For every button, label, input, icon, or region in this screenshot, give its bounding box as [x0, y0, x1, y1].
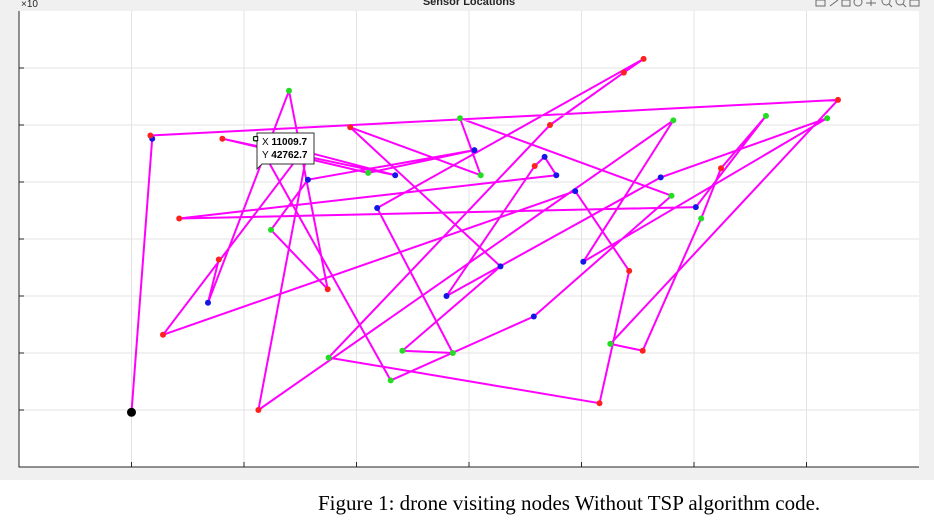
datatip-icon[interactable] [841, 0, 851, 7]
home-icon[interactable] [909, 0, 920, 7]
sensor-node-marker-red [176, 215, 183, 222]
sensor-node-marker-blue [205, 299, 211, 306]
sensor-node-marker-red [324, 286, 331, 293]
axes-toolbar [815, 0, 920, 8]
datatip-x-label: X [262, 137, 269, 148]
sensor-node-marker-green [763, 112, 769, 119]
sensor-node-marker-red [835, 96, 841, 103]
rotate-icon[interactable] [853, 0, 863, 7]
sensor-node-marker-red [596, 400, 603, 407]
sensor-node-marker-red [219, 135, 226, 142]
sensor-node-marker-green [399, 347, 406, 354]
sensor-node-marker-red [626, 267, 633, 274]
sensor-node-marker-blue [530, 313, 537, 320]
datatip-y-value: 42762.7 [271, 150, 308, 161]
ticks [19, 67, 807, 467]
sensor-node-marker-blue [657, 174, 664, 181]
zoom-in-icon[interactable] [881, 0, 893, 8]
export-icon[interactable] [815, 0, 826, 7]
datatip-y-label: Y [262, 150, 269, 161]
datatip-box [256, 132, 315, 171]
sensor-node-marker-blue [443, 293, 450, 299]
datatip-x-value: 11009.7 [271, 137, 307, 148]
axis-exponent-label: ×10 [21, 0, 38, 10]
sensor-node-marker-blue [471, 147, 478, 154]
sensor-node-marker-blue [497, 263, 504, 270]
sensor-node-marker-blue [580, 258, 587, 265]
sensor-node-marker-green [325, 354, 332, 361]
sensor-node-marker-green [670, 117, 677, 124]
sensor-node-marker-green [449, 350, 456, 356]
datatip-anchor-marker [253, 136, 259, 142]
sensor-node-marker-green [387, 377, 394, 384]
sensor-node-marker-green [824, 115, 831, 122]
sensor-node-marker-green [607, 340, 614, 347]
datatip[interactable]: X 11009.7 Y 42762.7 [253, 132, 315, 171]
start-node-marker [127, 407, 136, 417]
sensor-node-marker-green [477, 172, 484, 179]
sensor-node-marker-blue [392, 172, 399, 179]
sensor-node-marker-red [640, 55, 647, 62]
sensor-node-marker-green [698, 215, 705, 222]
sensor-node-marker-red [160, 331, 166, 338]
datatip-y-row: Y 42762.7 [262, 150, 308, 161]
brush-icon[interactable] [829, 0, 839, 7]
sensor-node-marker-green [286, 87, 292, 94]
zoom-out-icon[interactable] [895, 0, 907, 8]
sensor-node-marker-blue [553, 172, 560, 179]
axis-box [18, 11, 919, 468]
sensor-node-marker-red [718, 165, 724, 172]
datatip-x-row: X 11009.7 [262, 137, 307, 148]
figure-caption: Figure 1: drone visiting nodes Without T… [318, 491, 821, 515]
chart-title: Sensor Locations [423, 0, 515, 8]
sensor-node-marker-blue [572, 188, 579, 195]
grid [19, 11, 919, 467]
sensor-node-marker-blue [541, 153, 548, 160]
sensor-node-marker-red [547, 122, 553, 128]
sensor-node-marker-red [255, 407, 262, 413]
sensor-node-marker-green [268, 226, 274, 233]
sensor-node-marker-blue [304, 176, 311, 183]
sensor-node-marker-blue [374, 205, 381, 211]
sensor-node-marker-blue [692, 204, 699, 211]
sensor-node-marker-red [620, 69, 627, 76]
sensor-node-marker-red [215, 256, 222, 263]
sensor-node-marker-red [147, 132, 154, 139]
sensor-node-marker-green [668, 192, 675, 199]
sensor-node-marker-red [347, 124, 354, 131]
sensor-node-marker-green [457, 115, 463, 122]
sensor-node-marker-red [531, 163, 538, 169]
sensor-node-marker-red [639, 347, 646, 354]
pan-icon[interactable] [866, 0, 876, 6]
drone-path [130, 57, 839, 413]
sensor-nodes [127, 55, 841, 417]
axes [18, 11, 919, 468]
sensor-locations-chart: Sensor Locations ×10 X 11009.7 Y 42762.7 [18, 0, 920, 468]
sensor-node-marker-green [365, 169, 372, 176]
